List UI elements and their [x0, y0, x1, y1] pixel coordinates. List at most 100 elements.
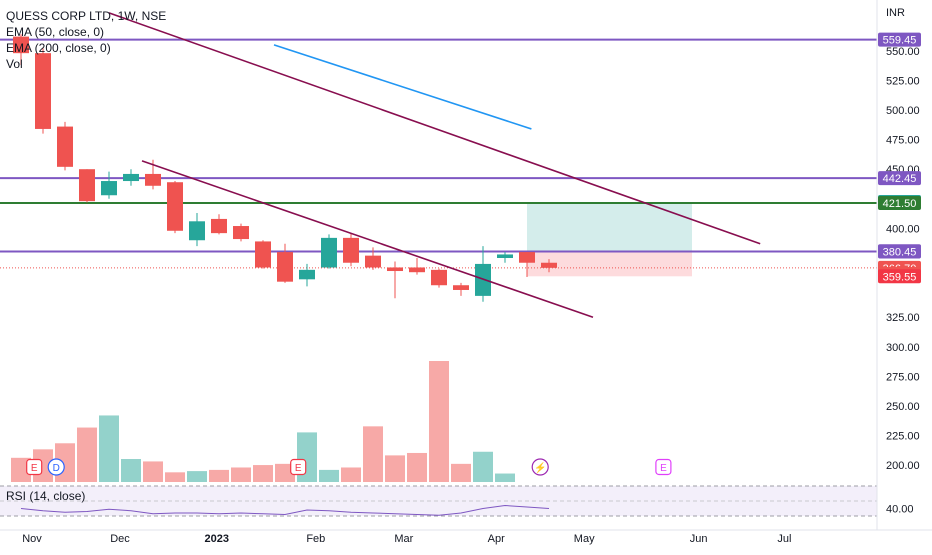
price-label-box	[878, 32, 921, 47]
x-tick-label: Jun	[690, 533, 708, 545]
volume-bar	[121, 459, 141, 482]
volume-bar	[495, 473, 515, 482]
price-label-box	[878, 195, 921, 210]
event-marker-label: E	[295, 463, 302, 474]
candle-body	[497, 254, 513, 258]
currency-label: INR	[886, 7, 905, 19]
event-marker-icon	[290, 458, 307, 476]
candle-body	[101, 181, 117, 196]
candle-body	[453, 285, 469, 290]
volume-bar	[473, 451, 493, 482]
x-tick-label: Feb	[306, 533, 325, 545]
ema50-label[interactable]: EMA (50, close, 0)	[6, 25, 105, 39]
volume-bar	[341, 467, 361, 482]
candle-body	[431, 269, 447, 286]
y-tick-label: 500.00	[886, 105, 920, 117]
y-tick-label: 200.00	[886, 460, 920, 472]
candle-body	[321, 237, 337, 268]
rsi-label: RSI (14, close)	[6, 489, 86, 503]
y-tick-label: 300.00	[886, 342, 920, 354]
event-marker-label: E	[660, 463, 667, 474]
rsi-tick-label: 40.00	[886, 504, 914, 516]
x-tick-label: Apr	[488, 533, 505, 545]
candle-body	[255, 241, 271, 268]
volume-bar	[275, 463, 295, 482]
event-marker-icon	[26, 458, 43, 476]
candle-body	[387, 267, 403, 272]
price-label-box	[878, 269, 921, 284]
candle-body	[519, 252, 535, 263]
position-target-zone	[527, 202, 692, 252]
candle-body	[277, 252, 293, 282]
trendline-1	[141, 160, 594, 318]
candle-body	[145, 173, 161, 186]
rsi-line	[20, 504, 550, 516]
event-marker-label: ⚡	[534, 461, 546, 474]
x-tick-label: Nov	[22, 533, 42, 545]
candle-body	[189, 221, 205, 241]
x-tick-label: Dec	[110, 533, 130, 545]
trendline-0	[108, 12, 761, 245]
y-tick-label: 225.00	[886, 431, 920, 443]
candle-body	[167, 182, 183, 231]
candle-body	[211, 218, 227, 234]
ema200-label[interactable]: EMA (200, close, 0)	[6, 41, 111, 55]
volume-bar	[407, 452, 427, 482]
candle-body	[35, 53, 51, 129]
volume-bar	[363, 426, 383, 482]
volume-bar	[187, 471, 207, 482]
volume-bar	[209, 469, 229, 482]
candle-body	[541, 262, 557, 268]
volume-bar	[143, 461, 163, 482]
volume-bar	[11, 457, 31, 482]
volume-bar	[165, 472, 185, 482]
price-label-box	[878, 244, 921, 259]
volume-label[interactable]: Vol	[6, 57, 23, 71]
price-label-text: 421.50	[883, 198, 917, 210]
volume-bar	[385, 455, 405, 482]
y-tick-label: 475.00	[886, 135, 920, 147]
volume-bar	[429, 361, 449, 482]
candle-body	[409, 267, 425, 273]
y-tick-label: 325.00	[886, 312, 920, 324]
candle-body	[123, 173, 139, 182]
candle-body	[365, 255, 381, 268]
x-tick-label: Mar	[394, 533, 413, 545]
chart-legend: QUESS CORP LTD, 1W, NSE EMA (50, close, …	[6, 8, 166, 72]
y-tick-label: 525.00	[886, 75, 920, 87]
x-tick-label: 2023	[205, 533, 229, 545]
rsi-legend[interactable]: RSI (14, close)	[6, 489, 85, 503]
candle-body	[233, 226, 249, 240]
price-label-box	[878, 171, 921, 186]
y-tick-label: 400.00	[886, 223, 920, 235]
candle-body	[79, 169, 95, 202]
trendline-2	[273, 44, 532, 130]
event-marker-icon	[655, 458, 672, 476]
price-label-text: 559.45	[883, 35, 917, 47]
volume-bar	[319, 469, 339, 482]
volume-bar	[253, 465, 273, 482]
volume-bar	[77, 427, 97, 482]
candle-body	[13, 36, 29, 54]
x-tick-label: May	[574, 533, 595, 545]
volume-bar	[451, 463, 471, 482]
y-tick-label: 275.00	[886, 371, 920, 383]
event-marker-icon	[47, 458, 65, 476]
event-marker-icon	[531, 458, 549, 476]
y-tick-label: 550.00	[886, 46, 920, 58]
candle-body	[299, 269, 315, 280]
y-tick-label: 250.00	[886, 401, 920, 413]
price-label-text: 380.45	[883, 247, 917, 259]
candle-body	[343, 237, 359, 263]
event-marker-label: E	[31, 463, 38, 474]
candle-body	[57, 126, 73, 167]
event-marker-label: D	[53, 463, 60, 474]
volume-bar	[231, 467, 251, 482]
volume-bar	[99, 415, 119, 482]
x-tick-label: Jul	[777, 533, 791, 545]
price-label-text: 359.55	[883, 271, 917, 283]
price-label-text: 442.45	[883, 173, 917, 185]
symbol-title[interactable]: QUESS CORP LTD, 1W, NSE	[6, 9, 167, 23]
